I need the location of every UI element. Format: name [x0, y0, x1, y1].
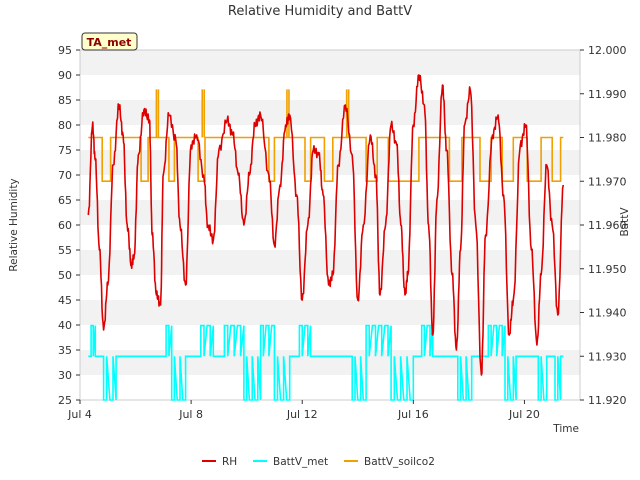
legend-item-rh: RH: [202, 456, 237, 468]
y-tick-label: 85: [58, 94, 72, 107]
y2-tick-label: 11.960: [588, 219, 627, 232]
y-tick-label: 80: [58, 119, 72, 132]
y-tick-label: 60: [58, 219, 72, 232]
y2-tick-label: 11.990: [588, 88, 627, 101]
grid-band: [80, 175, 580, 200]
site-badge: TA_met: [81, 32, 138, 51]
legend-item-battv-met: BattV_met: [253, 456, 328, 468]
y2-tick-label: 11.930: [588, 350, 627, 363]
y2-tick-label: 11.920: [588, 394, 627, 407]
x-tick-label: Jul 4: [67, 408, 92, 421]
x-tick-label: Jul 12: [286, 408, 318, 421]
y-tick-label: 25: [58, 394, 72, 407]
x-tick-label: Jul 16: [397, 408, 429, 421]
series-line-battv-met: [88, 324, 564, 401]
chart-title: Relative Humidity and BattV: [228, 4, 412, 19]
x-axis: Jul 4 Jul 8 Jul 12 Jul 16 Jul 20: [67, 400, 540, 421]
x-axis-title: Time: [552, 423, 579, 435]
grid-band: [80, 250, 580, 275]
grid-band: [80, 100, 580, 125]
y-tick-label: 40: [58, 319, 72, 332]
series-layer: [87, 74, 565, 401]
legend-label-rh: RH: [222, 456, 237, 468]
legend-item-battv-soilco2: BattV_soilco2: [344, 456, 435, 468]
grid-band: [80, 200, 580, 225]
y-axis-title: Relative Humidity: [8, 178, 20, 271]
y-tick-label: 70: [58, 169, 72, 182]
y-tick-label: 45: [58, 294, 72, 307]
y2-tick-label: 11.940: [588, 307, 627, 320]
y-axis-left: 25 30 35 40 45 50 55 60 65 70 75 80 85 90 95: [58, 44, 80, 407]
y-tick-label: 50: [58, 269, 72, 282]
legend-label-battv-met: BattV_met: [273, 456, 328, 468]
series-line-rh: [87, 74, 565, 376]
grid-band: [80, 75, 580, 100]
y-tick-label: 35: [58, 344, 72, 357]
y-tick-label: 90: [58, 69, 72, 82]
y2-tick-label: 11.980: [588, 132, 627, 145]
grid-band: [80, 225, 580, 250]
y-tick-label: 55: [58, 244, 72, 257]
y2-tick-label: 11.950: [588, 263, 627, 276]
y-axis-right: 11.920 11.930 11.940 11.950 11.960 11.970 11.9…: [580, 44, 627, 407]
x-tick-label: Jul 8: [178, 408, 203, 421]
y2-axis-title: BattV: [619, 207, 631, 237]
grid-band: [80, 50, 580, 75]
legend-label-battv-soilco2: BattV_soilco2: [364, 456, 435, 468]
legend: RH BattV_met BattV_soilco2: [202, 456, 435, 468]
y-tick-label: 95: [58, 44, 72, 57]
site-badge-label: TA_met: [87, 36, 132, 49]
site-badge-box: [81, 32, 138, 51]
grid-band: [80, 300, 580, 325]
y-tick-label: 75: [58, 144, 72, 157]
y-tick-label: 30: [58, 369, 72, 382]
y-tick-label: 65: [58, 194, 72, 207]
grid-band: [80, 150, 580, 175]
x-tick-label: Jul 20: [508, 408, 540, 421]
y2-tick-label: 11.970: [588, 175, 627, 188]
y2-tick-label: 12.000: [588, 44, 627, 57]
grid-band: [80, 375, 580, 400]
